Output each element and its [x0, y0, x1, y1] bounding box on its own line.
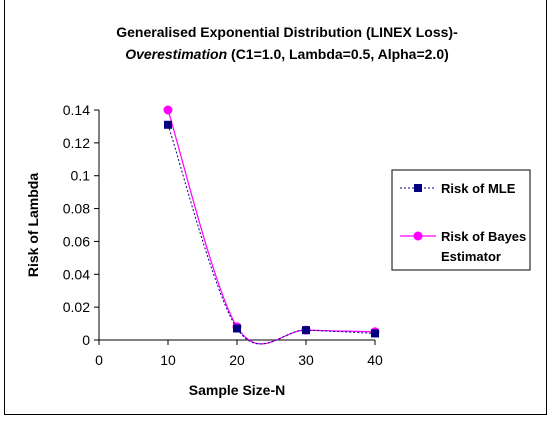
- series-mle: [164, 120, 379, 345]
- y-tick-label: 0.04: [63, 266, 90, 282]
- legend-label-mle: Risk of MLE: [441, 181, 516, 196]
- y-tick-label: 0.06: [63, 233, 90, 249]
- x-tick-label: 10: [160, 352, 176, 368]
- chart-title-italic: Overestimation: [125, 46, 227, 62]
- y-tick-label: 0.1: [71, 168, 91, 184]
- legend: Risk of MLE Risk of Bayes Estimator: [391, 169, 531, 271]
- y-tick-label: 0.12: [63, 135, 90, 151]
- legend-item-mle: Risk of MLE: [400, 181, 516, 196]
- y-tick-label: 0.08: [63, 201, 90, 217]
- data-point-mle: [164, 120, 172, 129]
- chart-title-line1: Generalised Exponential Distribution (LI…: [116, 24, 458, 40]
- data-point-mle: [371, 329, 379, 338]
- y-tick-label: 0.14: [63, 102, 90, 118]
- x-tick-label: 0: [95, 352, 103, 368]
- x-axis-title: Sample Size-N: [189, 382, 285, 398]
- y-tick-label: 0.02: [63, 299, 90, 315]
- series-line-mle: [167, 124, 376, 345]
- data-point-bayes: [163, 105, 173, 115]
- x-tick-label: 20: [229, 352, 245, 368]
- chart-title-line2: Overestimation (C1=1.0, Lambda=0.5, Alph…: [125, 46, 449, 62]
- chart-title-params: (C1=1.0, Lambda=0.5, Alpha=2.0): [227, 46, 449, 62]
- legend-marker-bayes: [413, 231, 423, 241]
- legend-label-bayes-line1: Risk of Bayes: [441, 229, 526, 244]
- x-tick-label: 30: [298, 352, 314, 368]
- data-point-mle: [233, 324, 241, 333]
- series-layer: [163, 105, 380, 345]
- legend-label-bayes-line2: Estimator: [441, 249, 501, 264]
- series-line-bayes: [167, 109, 376, 345]
- data-point-mle: [302, 326, 310, 335]
- y-axis-title: Risk of Lambda: [25, 173, 41, 277]
- legend-marker-mle: [414, 184, 422, 192]
- x-tick-label: 40: [367, 352, 383, 368]
- y-tick-label: 0: [82, 332, 90, 348]
- y-axis: 0 0.02 0.04 0.06 0.08 0.1 0.12 0.14: [63, 102, 100, 348]
- x-axis: 0 10 20 30 40: [95, 339, 383, 368]
- legend-item-bayes: Risk of Bayes Estimator: [400, 229, 526, 264]
- series-bayes: [163, 105, 380, 345]
